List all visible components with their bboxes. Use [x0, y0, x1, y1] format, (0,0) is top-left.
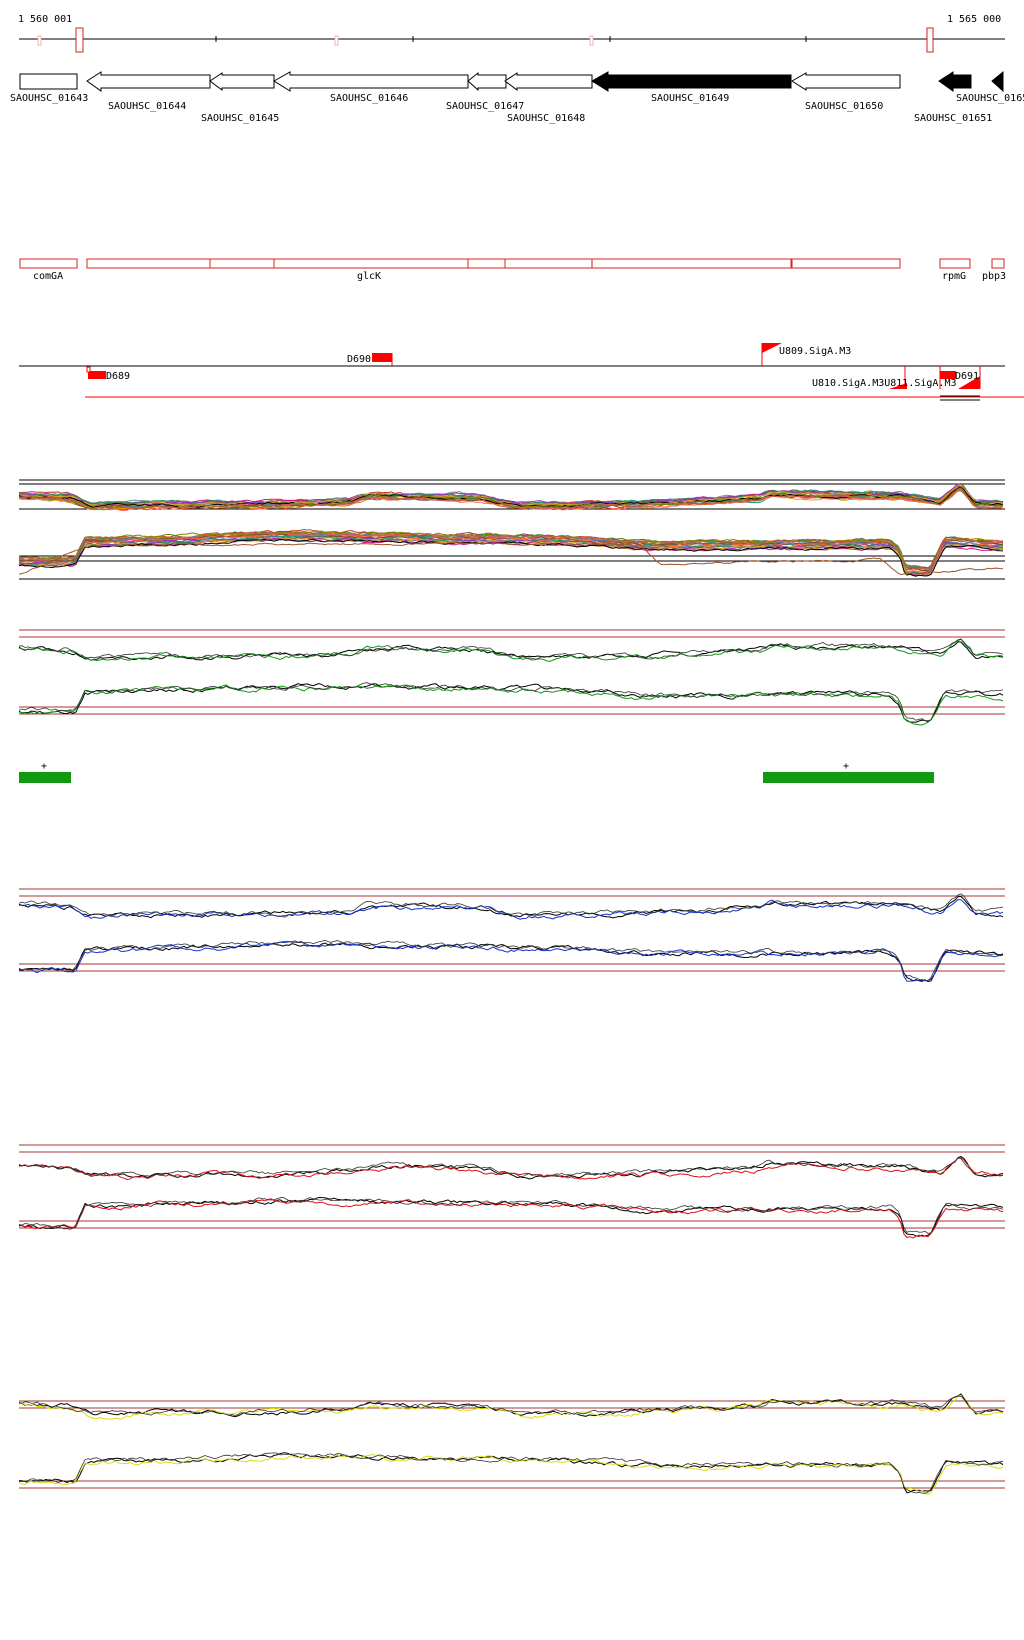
expression-track-blue [18, 888, 1005, 983]
region-track: + + [19, 761, 934, 783]
signal-trace [18, 1157, 1004, 1178]
gene-arrow-01646[interactable] [273, 71, 469, 92]
signal-trace [18, 1196, 1004, 1237]
gene-label: SAOUHSC_01643 [10, 93, 88, 104]
signal-trace [18, 530, 1004, 570]
gene-arrow-01644[interactable] [86, 71, 211, 92]
gene-name-box[interactable] [591, 258, 792, 269]
feature-block[interactable] [88, 371, 106, 379]
signal-trace [18, 542, 1004, 576]
expression-track-red [18, 1144, 1005, 1239]
region-strand-label: + [843, 761, 849, 772]
expression-track-yellow [18, 1393, 1005, 1495]
signal-trace [18, 638, 1004, 660]
region-bar[interactable] [19, 772, 71, 783]
gene-arrow-01643[interactable] [19, 73, 78, 90]
gene-name-label: glcK [357, 271, 381, 282]
signal-trace [18, 641, 1004, 661]
promoter-flag[interactable] [762, 343, 782, 353]
coordinate-ruler: 1 560 001 1 565 000 [18, 14, 1005, 53]
gene-name-box[interactable] [209, 258, 275, 269]
feature-track: D689 D690 U809.SigA.M3 U810.SigA.M3U811.… [19, 343, 1024, 401]
signal-trace [18, 942, 1004, 983]
signal-trace [18, 638, 1004, 662]
ruler-marker [926, 27, 934, 53]
gene-arrow-01647[interactable] [467, 71, 507, 92]
gene-name-label: rpmG [942, 271, 966, 282]
signal-trace [18, 489, 1004, 512]
gene-label: SAOUHSC_01645 [201, 113, 279, 124]
signal-trace [18, 490, 1004, 511]
gene-name-box[interactable] [791, 258, 901, 269]
gene-arrow-01651[interactable] [938, 71, 972, 92]
feature-block[interactable] [372, 353, 392, 362]
signal-trace [19, 1393, 1004, 1418]
signal-trace [18, 939, 1004, 982]
gene-name-track: comGA glcK rpmG pbp3 [19, 258, 1006, 282]
region-bar[interactable] [763, 772, 934, 783]
feature-label: U810.SigA.M3U811.SigA.M3 [812, 378, 957, 389]
signal-trace [18, 1196, 1004, 1234]
promoter-flag[interactable] [958, 376, 980, 389]
signal-trace [18, 893, 1004, 918]
axis-end-label: 1 565 000 [947, 14, 1001, 25]
signal-trace [18, 940, 1004, 982]
signal-trace [18, 1454, 1004, 1495]
signal-trace [18, 536, 1004, 577]
signal-trace [18, 538, 1004, 577]
ruler-marker [75, 27, 84, 53]
signal-trace [18, 1198, 1004, 1239]
ruler-marker-faint [589, 35, 594, 46]
gene-name-box[interactable] [273, 258, 469, 269]
axis-start-label: 1 560 001 [18, 14, 72, 25]
gene-arrow-0165[interactable] [991, 70, 1004, 93]
gene-name-box[interactable] [991, 258, 1005, 269]
signal-trace [18, 1394, 1004, 1420]
ruler-marker-faint [37, 35, 42, 46]
feature-block[interactable] [940, 371, 956, 379]
gene-label: SAOUHSC_01644 [108, 101, 186, 112]
signal-trace [18, 682, 1004, 723]
feature-label: D689 [106, 371, 130, 382]
gene-label: SAOUHSC_01647 [446, 101, 524, 112]
gene-name-box[interactable] [467, 258, 506, 269]
gene-name-box[interactable] [86, 258, 211, 269]
gene-label: SAOUHSC_01646 [330, 93, 408, 104]
expression-track-multicolor [18, 479, 1005, 580]
ruler-marker-faint [334, 35, 339, 46]
gene-name-box[interactable] [939, 258, 971, 269]
signal-trace [18, 1452, 1004, 1494]
gene-name-label: pbp3 [982, 271, 1006, 282]
signal-trace [18, 531, 1004, 571]
gene-label: SAOUHSC_01651 [914, 113, 992, 124]
feature-label: D691 [955, 371, 979, 382]
signal-trace [18, 535, 1004, 575]
gene-name-label: comGA [33, 271, 63, 282]
gene-label: SAOUHSC_01649 [651, 93, 729, 104]
gene-track: SAOUHSC_01643 SAOUHSC_01644 SAOUHSC_0164… [10, 70, 1024, 124]
signal-trace [18, 682, 1004, 722]
signal-trace [18, 1395, 1004, 1416]
signal-trace [18, 899, 1004, 920]
gene-arrow-01649[interactable] [591, 71, 792, 92]
gene-label: SAOUHSC_01648 [507, 113, 585, 124]
gene-label: SAOUHSC_0165 [956, 93, 1024, 104]
promoter-flag[interactable] [889, 383, 907, 389]
region-strand-label: + [41, 761, 47, 772]
signal-trace [18, 532, 1004, 574]
gene-arrow-01645[interactable] [209, 72, 275, 91]
ruler-ticks [215, 36, 807, 42]
feature-label: D690 [347, 354, 371, 365]
signal-trace [18, 895, 1004, 919]
gene-label: SAOUHSC_01650 [805, 101, 883, 112]
gene-name-box[interactable] [19, 258, 78, 269]
signal-trace [18, 1157, 1004, 1181]
gene-arrow-01650[interactable] [791, 72, 901, 91]
expression-track-green [18, 629, 1005, 726]
gene-name-box[interactable] [504, 258, 593, 269]
gene-arrow-01648[interactable] [504, 72, 593, 91]
feature-label: U809.SigA.M3 [779, 346, 851, 357]
